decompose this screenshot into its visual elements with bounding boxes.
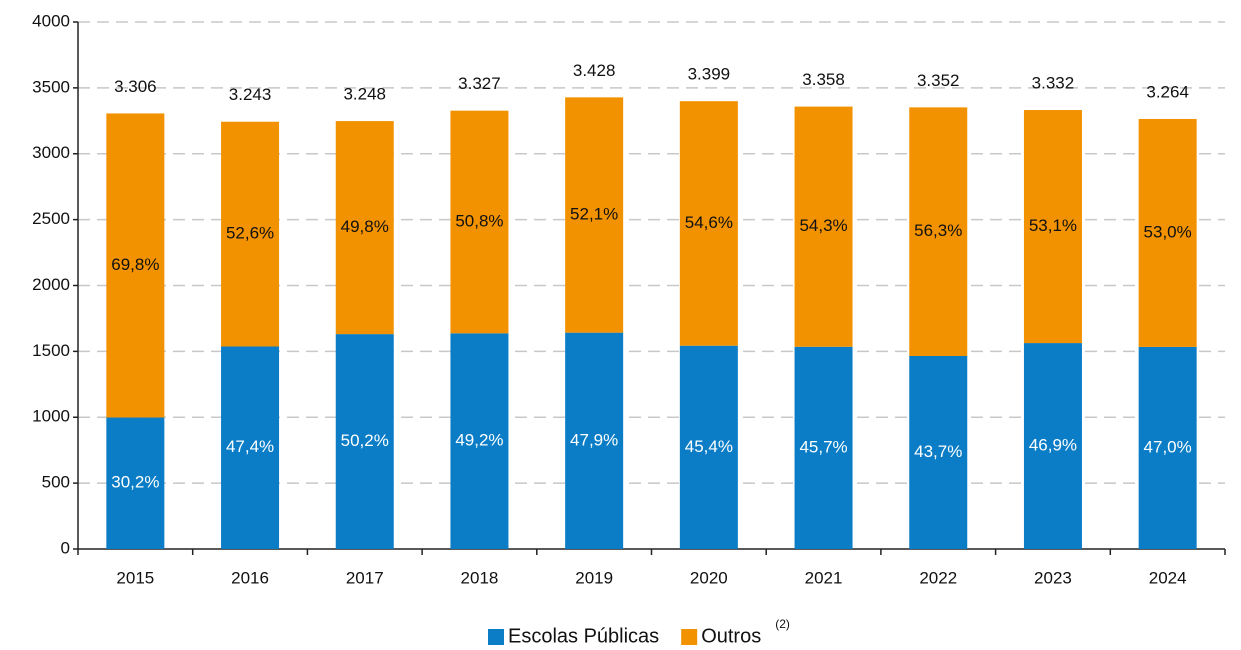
bar-segment [679,345,738,549]
total-label: 3.243 [229,85,272,104]
x-tick-label: 2019 [575,568,613,587]
share-label: 53,0% [1144,222,1192,241]
total-label: 3.399 [688,65,731,84]
bar-segment [1023,343,1082,549]
bar-segment [565,332,624,549]
share-label: 47,4% [226,437,274,456]
bar-segment [794,346,853,549]
bar-segment [794,106,853,347]
share-label: 45,7% [799,437,847,456]
legend-swatch [681,629,698,645]
bar-segment [565,97,624,333]
share-label: 50,2% [341,431,389,450]
share-label: 47,9% [570,430,618,449]
y-tick-label: 3000 [32,143,70,162]
total-label: 3.352 [917,71,960,90]
y-tick-label: 3500 [32,77,70,96]
bar-segment [1138,118,1197,347]
share-label: 30,2% [111,473,159,492]
share-label: 50,8% [455,211,503,230]
share-label: 47,0% [1144,437,1192,456]
bar-segment [106,417,165,549]
y-tick-label: 1000 [32,407,70,426]
share-label: 69,8% [111,255,159,274]
bar-segment [221,346,280,549]
y-tick-label: 2000 [32,275,70,294]
x-tick-label: 2021 [805,568,843,587]
x-tick-label: 2022 [919,568,957,587]
x-tick-label: 2017 [346,568,384,587]
total-label: 3.327 [458,74,501,93]
share-label: 46,9% [1029,436,1077,455]
total-label: 3.248 [343,85,386,104]
share-label: 52,6% [226,224,274,243]
y-tick-label: 1500 [32,341,70,360]
legend-note: (2) [775,617,790,631]
total-label: 3.428 [573,61,616,80]
bar-segment [221,121,280,347]
x-tick-label: 2024 [1149,568,1187,587]
bar-segment [335,121,394,335]
total-label: 3.264 [1146,82,1189,101]
x-tick-label: 2020 [690,568,728,587]
share-label: 45,4% [685,437,733,456]
total-label: 3.332 [1032,73,1075,92]
share-label: 54,6% [685,213,733,232]
total-label: 3.358 [802,70,845,89]
legend-label: Escolas Públicas [508,625,659,647]
share-label: 49,2% [455,431,503,450]
y-tick-label: 500 [42,473,70,492]
legend-label: Outros [701,625,761,647]
bar-segment [1138,346,1197,549]
bar-segment [335,334,394,549]
y-tick-label: 0 [61,538,70,557]
share-label: 52,1% [570,204,618,223]
x-tick-label: 2018 [461,568,499,587]
share-label: 54,3% [799,216,847,235]
y-tick-label: 2500 [32,209,70,228]
legend-swatch [488,629,504,645]
bar-segment [909,355,968,549]
bar-segment [679,101,738,346]
share-label: 43,7% [914,442,962,461]
total-label: 3.306 [114,77,157,96]
bar-segment [909,107,968,356]
share-label: 49,8% [341,217,389,236]
bar-segment [450,333,509,549]
y-tick-label: 4000 [32,11,70,30]
x-tick-label: 2023 [1034,568,1072,587]
bar-segment [450,110,509,334]
share-label: 56,3% [914,221,962,240]
bar-segment [106,113,165,418]
x-tick-label: 2016 [231,568,269,587]
bar-segment [1023,110,1082,344]
x-tick-label: 2015 [116,568,154,587]
share-label: 53,1% [1029,216,1077,235]
